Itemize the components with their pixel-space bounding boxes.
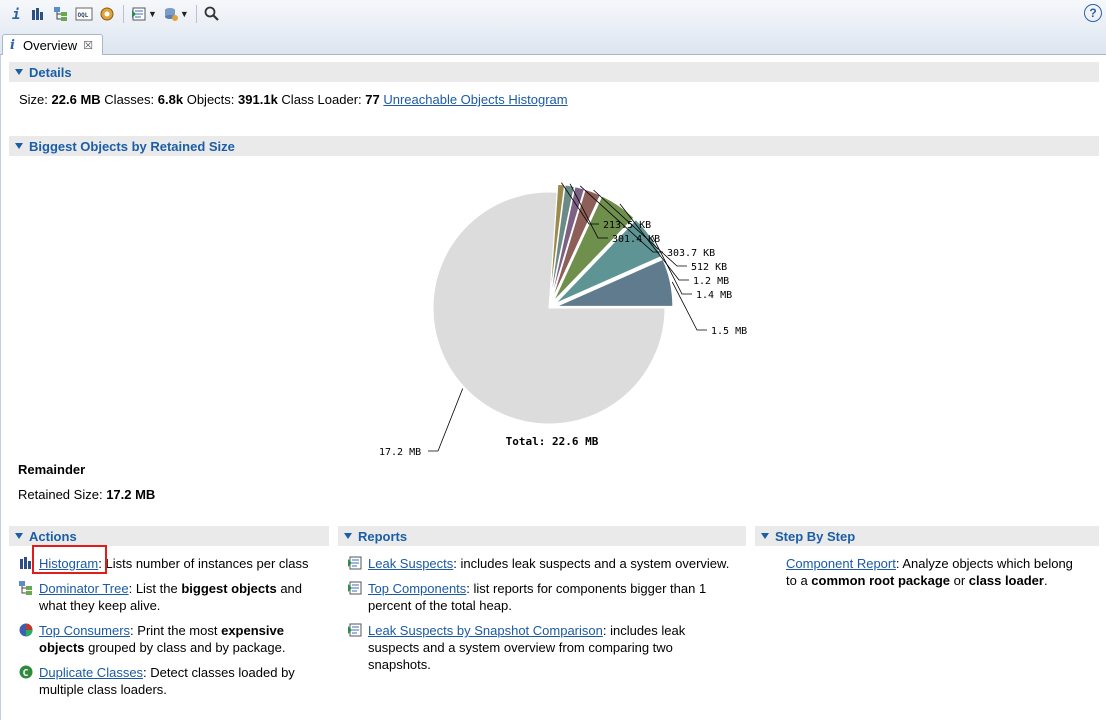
duplicate-classes-link[interactable]: Duplicate Classes — [39, 665, 144, 680]
editor-tab-bar: i Overview ☒ — [0, 28, 1106, 56]
leak-suspects-link[interactable]: Leak Suspects — [368, 556, 454, 571]
histogram-icon — [20, 557, 31, 569]
report-icon — [348, 623, 362, 637]
pie-slice[interactable] — [549, 184, 575, 301]
pie-slice[interactable] — [549, 183, 566, 301]
pie-slice-label: 1.4 MB — [696, 290, 732, 301]
action-top-consumers: Top Consumers: Print the most expensive o… — [19, 622, 285, 656]
pie-leader-line — [651, 235, 692, 295]
main-toolbar: i OQL ▼ ▼ ? — [0, 0, 1106, 28]
leak-suspects-comparison-link[interactable]: Leak Suspects by Snapshot Comparison — [368, 623, 603, 638]
tab-overview[interactable]: i Overview ☒ — [2, 34, 103, 56]
pie-leader-line — [593, 189, 687, 267]
pie-slice-label: 213.5 KB — [603, 220, 651, 231]
step-by-step-section-header[interactable]: Step By Step — [755, 526, 1099, 546]
collapse-triangle-icon — [761, 533, 769, 539]
dominator-tree-link[interactable]: Dominator Tree — [39, 581, 129, 596]
highlight-box — [32, 545, 107, 574]
section-title: Details — [29, 64, 72, 80]
action-histogram: Histogram: Lists number of instances per… — [19, 555, 309, 572]
remainder-retained-size: Retained Size: 17.2 MB — [18, 487, 156, 502]
pie-slice[interactable] — [432, 191, 666, 425]
oql-icon[interactable]: OQL — [73, 3, 95, 25]
pie-leader-line — [619, 203, 689, 281]
chevron-down-icon[interactable]: ▼ — [179, 9, 189, 19]
tab-label: Overview — [22, 38, 78, 53]
reports-section-header[interactable]: Reports — [338, 526, 746, 546]
dominator-tree-icon — [19, 581, 32, 595]
pie-leader-line — [671, 281, 707, 331]
pie-leader-line — [579, 185, 663, 253]
pie-leader-line — [569, 183, 608, 239]
heap-dump-overview-icon[interactable] — [96, 3, 118, 25]
report-icon — [348, 581, 362, 595]
retained-size-pie-chart[interactable]: 1.5 MB 1.4 MB 1.2 MB 512 KB 303.7 KB 301.4 KB… — [331, 163, 831, 463]
svg-text:i: i — [12, 7, 20, 22]
pie-slice-label: 303.7 KB — [667, 248, 715, 259]
pie-slice[interactable] — [553, 195, 635, 302]
section-title: Biggest Objects by Retained Size — [29, 138, 235, 154]
details-section-header[interactable]: Details — [9, 62, 1099, 82]
unreachable-objects-histogram-link[interactable]: Unreachable Objects Histogram — [383, 92, 568, 107]
section-title: Reports — [358, 528, 408, 544]
step-component-report: Component Report: Analyze objects which … — [786, 556, 1073, 588]
chevron-down-icon[interactable]: ▼ — [148, 9, 157, 19]
close-icon[interactable]: ☒ — [83, 40, 94, 52]
pie-slice-label: 17.2 MB — [379, 447, 421, 458]
report-icon — [348, 556, 362, 570]
svg-text:OQL: OQL — [78, 12, 89, 19]
histogram-icon[interactable] — [27, 3, 49, 25]
collapse-triangle-icon — [15, 533, 23, 539]
biggest-objects-section-header[interactable]: Biggest Objects by Retained Size — [9, 136, 1099, 156]
collapse-triangle-icon — [15, 143, 23, 149]
action-duplicate-classes: C Duplicate Classes: Detect classes load… — [19, 664, 295, 698]
top-consumers-link[interactable]: Top Consumers — [39, 623, 131, 638]
report-leak-suspects-comparison: Leak Suspects by Snapshot Comparison: in… — [348, 622, 685, 673]
pie-leader-line — [428, 388, 464, 452]
dominator-tree-icon[interactable] — [50, 3, 72, 25]
pie-slice[interactable] — [551, 188, 601, 301]
collapse-triangle-icon — [344, 533, 352, 539]
pie-slice-label: 301.4 KB — [612, 234, 660, 245]
info-icon: i — [10, 38, 15, 53]
actions-section-header[interactable]: Actions — [9, 526, 329, 546]
action-dominator-tree: Dominator Tree: List the biggest objects… — [19, 580, 302, 614]
reports-icon[interactable] — [128, 3, 150, 25]
pie-total-label: Total: 22.6 MB — [506, 435, 599, 448]
overview-content: Details Size: 22.6 MB Classes: 6.8k Obje… — [0, 55, 1106, 720]
pie-slice-label: 1.5 MB — [711, 326, 747, 337]
remainder-title: Remainder — [18, 462, 86, 477]
collapse-triangle-icon — [15, 69, 23, 75]
details-summary: Size: 22.6 MB Classes: 6.8k Objects: 391… — [19, 92, 568, 107]
pie-slice[interactable] — [555, 218, 663, 304]
pie-leader-line — [561, 182, 599, 225]
report-top-components: Top Components: list reports for compone… — [348, 580, 706, 614]
section-title: Step By Step — [775, 528, 856, 544]
section-title: Actions — [29, 528, 77, 544]
top-components-link[interactable]: Top Components — [368, 581, 467, 596]
query-browser-icon[interactable] — [160, 3, 182, 25]
pie-slice-label: 1.2 MB — [693, 276, 729, 287]
component-report-link[interactable]: Component Report — [786, 556, 896, 571]
svg-text:C: C — [23, 668, 29, 679]
search-icon[interactable] — [201, 3, 223, 25]
pie-slice-label: 512 KB — [691, 262, 727, 273]
help-icon[interactable]: ? — [1084, 4, 1102, 22]
info-icon[interactable]: i — [4, 3, 26, 25]
report-leak-suspects: Leak Suspects: includes leak suspects an… — [348, 555, 729, 572]
pie-slice[interactable] — [550, 186, 585, 301]
duplicate-classes-icon: C — [19, 665, 33, 679]
histogram-link[interactable]: Histogram — [39, 556, 99, 571]
top-consumers-icon — [19, 623, 33, 637]
